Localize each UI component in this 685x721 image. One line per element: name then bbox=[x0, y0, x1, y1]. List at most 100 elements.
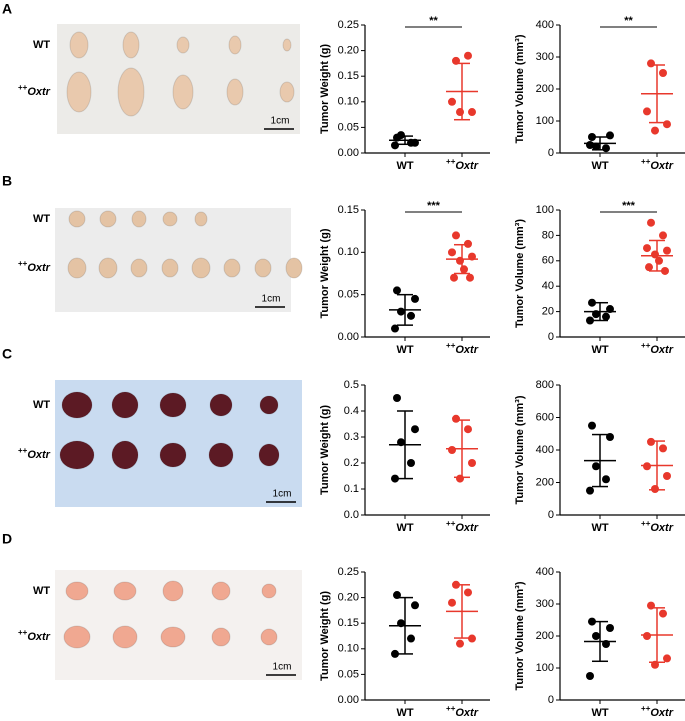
data-point bbox=[391, 324, 399, 333]
data-point bbox=[448, 446, 456, 454]
y-tick-label: 0.10 bbox=[338, 246, 359, 258]
tumor bbox=[159, 392, 187, 418]
data-point bbox=[659, 444, 667, 453]
data-point bbox=[407, 311, 415, 320]
row-label: WT bbox=[33, 213, 50, 225]
y-tick-label: 0.10 bbox=[338, 96, 359, 108]
y-tick-label: 0.20 bbox=[338, 45, 359, 57]
tumor bbox=[191, 257, 211, 279]
y-axis-label: Tumor Volume (mm³) bbox=[514, 395, 526, 504]
data-point bbox=[464, 588, 472, 597]
y-tick-label: 200 bbox=[536, 83, 554, 95]
gene-name: Oxtr bbox=[455, 522, 478, 534]
superscript: ++ bbox=[18, 259, 28, 268]
tumor bbox=[254, 258, 272, 278]
tumor bbox=[194, 211, 208, 227]
data-point bbox=[452, 231, 460, 240]
data-point bbox=[606, 624, 614, 632]
y-tick-label: 0.15 bbox=[338, 617, 359, 629]
superscript: ++ bbox=[18, 83, 28, 92]
tumor bbox=[130, 258, 148, 278]
data-point bbox=[407, 459, 415, 467]
data-point bbox=[663, 246, 671, 255]
y-axis-label: Tumor Weight (g) bbox=[319, 228, 331, 318]
y-tick-label: 300 bbox=[536, 51, 554, 63]
tumor bbox=[63, 625, 91, 649]
data-point bbox=[391, 474, 399, 483]
y-tick-label: 0.3 bbox=[344, 431, 359, 443]
x-tick-label: WT bbox=[396, 707, 413, 719]
y-tick-label: 0 bbox=[548, 694, 554, 706]
data-point bbox=[592, 462, 600, 471]
y-axis-label: Tumor Volume (mm³) bbox=[514, 34, 526, 143]
data-point bbox=[586, 141, 594, 149]
y-axis-label: Tumor Weight (g) bbox=[319, 591, 331, 681]
tumor bbox=[117, 67, 145, 117]
superscript: ++ bbox=[446, 704, 456, 713]
data-point bbox=[643, 244, 651, 253]
data-point bbox=[647, 59, 655, 68]
data-point bbox=[602, 144, 610, 153]
data-point bbox=[393, 394, 401, 402]
data-point bbox=[456, 474, 464, 483]
row-label: ++Oxtr bbox=[18, 446, 51, 461]
y-tick-label: 100 bbox=[536, 204, 554, 216]
data-point bbox=[452, 414, 460, 423]
y-tick-label: 20 bbox=[542, 306, 554, 318]
tumor bbox=[211, 581, 231, 601]
tumor bbox=[260, 628, 278, 646]
y-tick-label: 0 bbox=[548, 331, 554, 343]
significance-label: *** bbox=[427, 200, 441, 212]
y-tick-label: 60 bbox=[542, 255, 554, 267]
x-tick-label: ++Oxtr bbox=[446, 341, 479, 356]
data-point bbox=[391, 141, 399, 150]
data-point bbox=[411, 601, 419, 610]
superscript: ++ bbox=[641, 341, 651, 350]
y-tick-label: 100 bbox=[536, 115, 554, 127]
y-tick-label: 400 bbox=[536, 444, 554, 456]
gene-name: Oxtr bbox=[455, 344, 478, 356]
x-tick-label: WT bbox=[591, 522, 608, 534]
x-tick-label: ++Oxtr bbox=[446, 519, 479, 534]
y-tick-label: 0.1 bbox=[344, 483, 359, 495]
panel-letter: A bbox=[2, 1, 12, 17]
x-tick-label: WT bbox=[396, 344, 413, 356]
data-point bbox=[466, 273, 474, 282]
tumor bbox=[223, 258, 241, 278]
y-tick-label: 0.5 bbox=[344, 379, 359, 391]
x-tick-label: WT bbox=[591, 707, 608, 719]
gene-name: Oxtr bbox=[27, 449, 50, 461]
scale-label: 1cm bbox=[262, 294, 281, 305]
tumor bbox=[228, 35, 242, 55]
data-point bbox=[586, 316, 594, 325]
tumor bbox=[285, 257, 303, 279]
tumor bbox=[261, 583, 277, 599]
gene-name: Oxtr bbox=[650, 522, 673, 534]
gene-name: Oxtr bbox=[650, 707, 673, 719]
y-tick-label: 0.20 bbox=[338, 592, 359, 604]
tumor bbox=[159, 442, 187, 468]
y-tick-label: 200 bbox=[536, 476, 554, 488]
tumor bbox=[258, 443, 280, 467]
row-label: ++Oxtr bbox=[18, 259, 51, 274]
tumor bbox=[176, 36, 190, 54]
data-point bbox=[663, 472, 671, 480]
data-point bbox=[606, 131, 614, 140]
y-tick-label: 0.25 bbox=[338, 566, 359, 578]
tumor bbox=[122, 31, 140, 59]
tumor bbox=[65, 581, 89, 601]
gene-name: Oxtr bbox=[27, 86, 50, 98]
y-tick-label: 600 bbox=[536, 411, 554, 423]
gene-name: Oxtr bbox=[650, 160, 673, 172]
significance-label: *** bbox=[622, 200, 636, 212]
tumor bbox=[66, 71, 92, 113]
data-point bbox=[397, 307, 405, 316]
scale-label: 1cm bbox=[271, 116, 290, 127]
tumor bbox=[226, 78, 244, 106]
data-point bbox=[655, 256, 663, 265]
data-point bbox=[456, 108, 464, 117]
x-tick-label: ++Oxtr bbox=[641, 704, 674, 719]
data-point bbox=[602, 475, 610, 484]
y-tick-label: 0 bbox=[548, 509, 554, 521]
row-label: WT bbox=[33, 585, 50, 597]
